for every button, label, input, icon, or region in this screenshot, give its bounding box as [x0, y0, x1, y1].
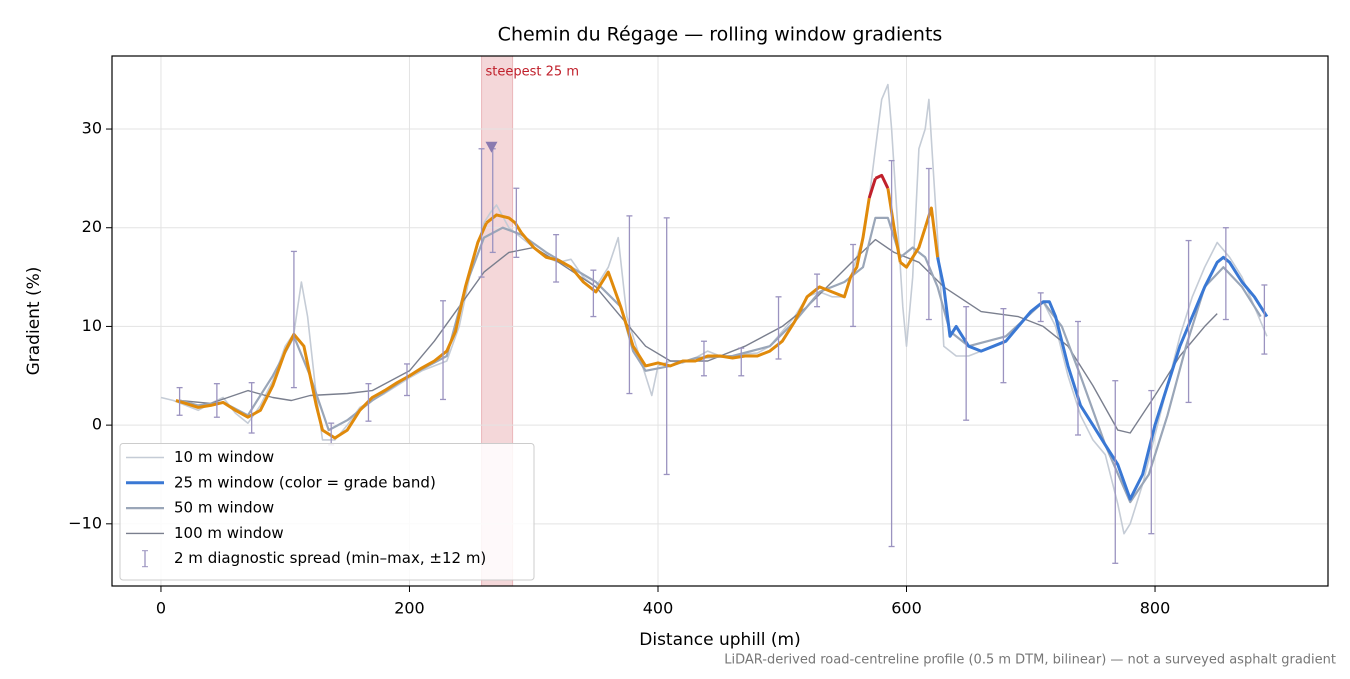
error-bar [850, 243, 857, 328]
legend-label: 2 m diagnostic spread (min–max, ±12 m) [174, 549, 486, 567]
error-bar [176, 386, 183, 416]
error-bar [925, 167, 932, 321]
y-axis-label: Gradient (%) [24, 267, 44, 376]
line [886, 188, 902, 263]
error-bar [814, 273, 821, 308]
x-tick-label: 200 [394, 599, 425, 618]
legend-label: 25 m window (color = grade band) [174, 473, 436, 491]
error-bar [213, 383, 220, 418]
plot-frame [111, 55, 1329, 587]
legend-label: 50 m window [174, 499, 274, 517]
highlight-label: steepest 25 m [486, 65, 579, 80]
error-bar [365, 383, 372, 422]
error-bar [590, 269, 597, 318]
error-bar [775, 296, 782, 360]
line [923, 206, 940, 258]
legend-label: 100 m window [174, 524, 284, 542]
x-tick-label: 0 [156, 599, 166, 618]
error-bar [553, 233, 560, 283]
error-bar [738, 347, 745, 377]
error-bar [1261, 284, 1268, 355]
error-bar [626, 215, 633, 395]
line [179, 238, 1218, 434]
error-bar [248, 382, 255, 434]
error-bar [290, 250, 297, 389]
error-bar [1222, 227, 1229, 321]
line [867, 177, 877, 199]
error-bar [1074, 320, 1081, 436]
y-tick-label: 20 [82, 217, 102, 236]
line [520, 197, 871, 368]
error-bar [478, 148, 485, 278]
error-bar [440, 300, 447, 401]
error-bar [1148, 389, 1155, 535]
error-bar [663, 217, 670, 476]
y-tick-label: 30 [82, 119, 102, 138]
error-bar [513, 187, 520, 258]
y-tick-label: −10 [68, 513, 102, 532]
error-bar [888, 159, 895, 548]
error-bar [1185, 239, 1192, 404]
line [874, 173, 890, 189]
line [175, 222, 488, 440]
x-axis-label: Distance uphill (m) [639, 630, 800, 650]
line [936, 255, 1269, 501]
x-tick-label: 400 [643, 599, 674, 618]
chart-title: Chemin du Régage — rolling window gradie… [498, 24, 943, 46]
footnote: LiDAR-derived road-centreline profile (0… [724, 653, 1336, 668]
legend-box [119, 443, 535, 581]
marker [485, 141, 498, 153]
x-tick-label: 800 [1140, 599, 1171, 618]
error-bar [700, 340, 707, 377]
error-bar [403, 363, 410, 397]
line [160, 83, 1268, 535]
y-tick-label: 0 [92, 415, 102, 434]
error-bar [1000, 308, 1007, 384]
error-bar [1037, 292, 1044, 323]
x-tick-label: 600 [891, 599, 922, 618]
y-tick-label: 10 [82, 316, 102, 335]
line [179, 216, 1262, 504]
line [899, 227, 927, 269]
legend-label: 10 m window [174, 448, 274, 466]
error-bar [1112, 380, 1119, 564]
error-bar [963, 306, 970, 421]
